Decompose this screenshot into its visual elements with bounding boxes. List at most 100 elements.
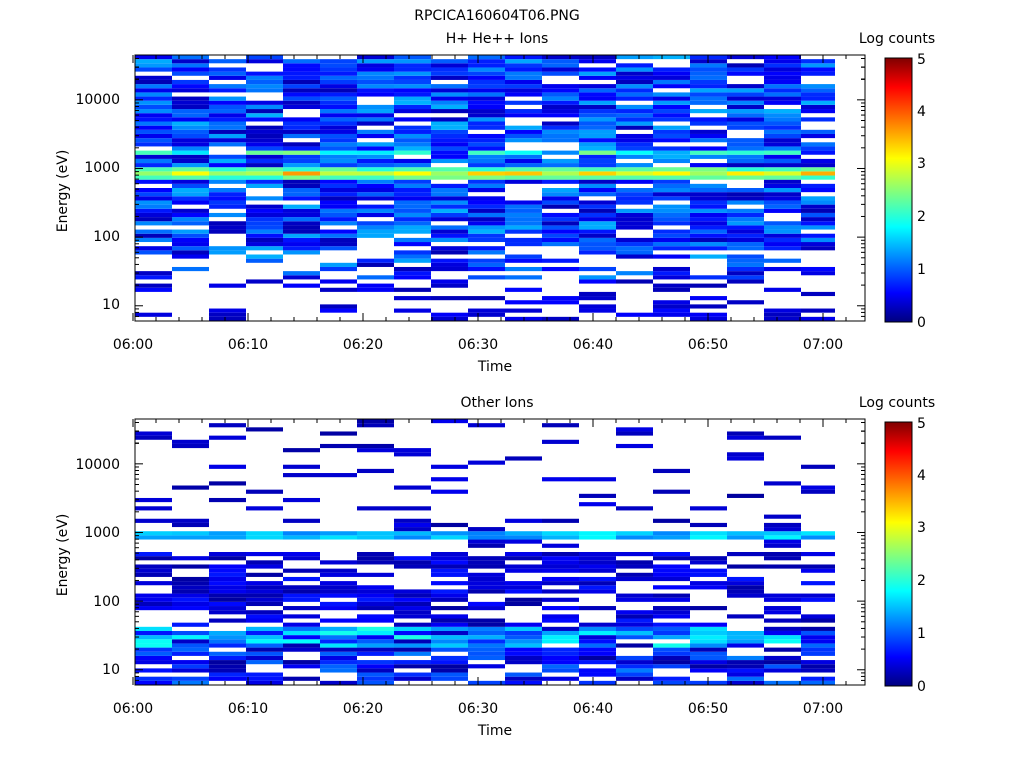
- heatmap-cell: [357, 443, 394, 449]
- heatmap-cell: [135, 142, 172, 147]
- heatmap-cell: [320, 63, 357, 68]
- heatmap-cell: [653, 150, 690, 155]
- heatmap-cell: [283, 188, 320, 193]
- heatmap-cell: [653, 75, 690, 80]
- heatmap-cell: [764, 138, 801, 143]
- heatmap-cell: [505, 539, 542, 544]
- heatmap-cell: [468, 208, 505, 213]
- heatmap-cell: [579, 635, 616, 640]
- heatmap-cell: [468, 589, 505, 594]
- heatmap-cell: [653, 568, 690, 573]
- heatmap-cell: [505, 175, 542, 180]
- heatmap-cell: [172, 171, 209, 176]
- heatmap-cell: [320, 647, 357, 652]
- heatmap-cell: [431, 535, 468, 540]
- heatmap-cell: [764, 531, 801, 536]
- heatmap-cell: [172, 175, 209, 180]
- heatmap-cell: [468, 188, 505, 193]
- heatmap-cell: [616, 643, 653, 648]
- heatmap-cell: [505, 138, 542, 143]
- heatmap-cell: [468, 146, 505, 151]
- heatmap-cell: [283, 217, 320, 222]
- heatmap-cell: [320, 84, 357, 89]
- heatmap-cell: [394, 606, 431, 611]
- heatmap-cell: [246, 672, 283, 677]
- heatmap-cell: [468, 564, 505, 569]
- heatmap-cell: [468, 221, 505, 226]
- heatmap-cell: [727, 639, 764, 644]
- heatmap-cell: [690, 175, 727, 180]
- heatmap-cell: [431, 630, 468, 636]
- heatmap-cell: [135, 597, 172, 602]
- heatmap-cell: [653, 635, 690, 640]
- x-tick-label: 06:30: [458, 337, 498, 353]
- heatmap-cell: [246, 246, 283, 251]
- heatmap-cell: [431, 84, 468, 89]
- heatmap-cell: [320, 237, 357, 243]
- heatmap-cell: [209, 497, 246, 503]
- heatmap-cell: [690, 163, 727, 168]
- heatmap-cell: [172, 104, 209, 110]
- heatmap-cell: [468, 200, 505, 205]
- heatmap-cell: [542, 92, 579, 97]
- heatmap-cell: [616, 67, 653, 72]
- heatmap-cell: [653, 96, 690, 101]
- heatmap-cell: [209, 601, 246, 607]
- heatmap-cell: [505, 630, 542, 636]
- heatmap-cell: [246, 109, 283, 114]
- heatmap-cell: [357, 643, 394, 648]
- heatmap-cell: [690, 133, 727, 139]
- heatmap-cell: [283, 192, 320, 197]
- heatmap-cell: [283, 535, 320, 540]
- heatmap-cell: [394, 183, 431, 188]
- heatmap-cell: [283, 154, 320, 159]
- heatmap-cell: [431, 568, 468, 573]
- heatmap-cell: [653, 146, 690, 151]
- heatmap-cell: [246, 489, 283, 494]
- heatmap-cell: [690, 664, 727, 669]
- heatmap-cell: [357, 585, 394, 590]
- heatmap-cell: [320, 217, 357, 222]
- heatmap-cell: [394, 79, 431, 85]
- heatmap-cell: [653, 655, 690, 661]
- heatmap-cell: [616, 614, 653, 619]
- heatmap-cell: [246, 572, 283, 577]
- heatmap-cell: [172, 167, 209, 172]
- heatmap-cell: [505, 71, 542, 76]
- heatmap-cell: [579, 117, 616, 122]
- heatmap-cell: [431, 531, 468, 536]
- heatmap-cell: [690, 246, 727, 251]
- heatmap-cell: [394, 200, 431, 205]
- heatmap-cell: [579, 109, 616, 114]
- heatmap-cell: [616, 626, 653, 631]
- heatmap-cell: [394, 610, 431, 615]
- heatmap-cell: [320, 606, 357, 611]
- heatmap-cell: [135, 601, 172, 607]
- heatmap-cell: [653, 104, 690, 110]
- heatmap-cell: [209, 531, 246, 536]
- heatmap-cell: [468, 630, 505, 636]
- heatmap-cell: [653, 154, 690, 159]
- heatmap-cell: [579, 531, 616, 536]
- heatmap-cell: [172, 647, 209, 652]
- heatmap-cell: [357, 204, 394, 209]
- heatmap-cell: [690, 639, 727, 644]
- heatmap-cell: [505, 266, 542, 272]
- heatmap-cell: [320, 121, 357, 126]
- heatmap-cell: [431, 121, 468, 126]
- heatmap-cell: [431, 660, 468, 665]
- heatmap-cell: [690, 92, 727, 97]
- x-tick-label: 07:00: [803, 701, 843, 717]
- heatmap-cell: [727, 275, 764, 280]
- heatmap-cell: [616, 84, 653, 89]
- heatmap-cell: [283, 92, 320, 97]
- heatmap-cell: [246, 75, 283, 80]
- heatmap-cell: [135, 651, 172, 656]
- colorbar-tick-label: 2: [917, 573, 926, 589]
- heatmap-cell: [394, 100, 431, 105]
- heatmap-cell: [394, 84, 431, 89]
- heatmap-cell: [209, 568, 246, 573]
- heatmap-cell: [764, 100, 801, 105]
- heatmap-cell: [394, 171, 431, 176]
- heatmap-cell: [690, 79, 727, 85]
